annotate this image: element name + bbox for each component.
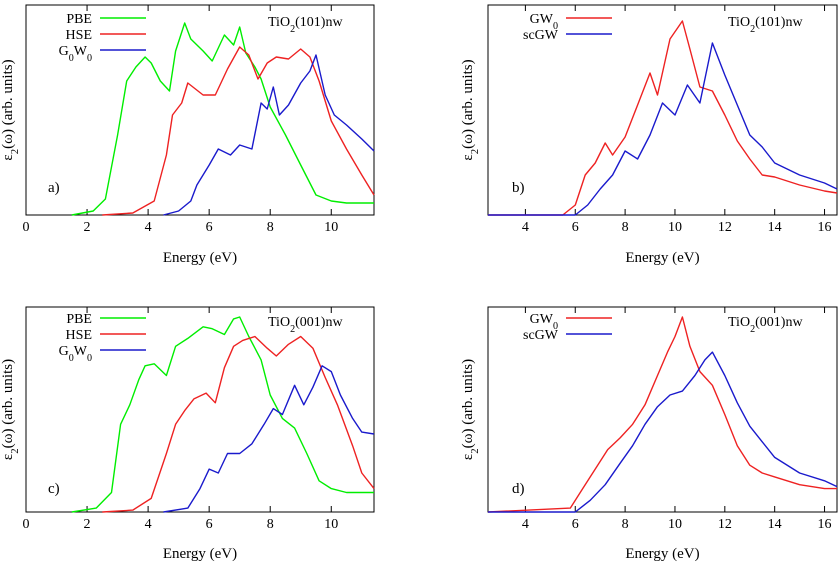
x-tick-label: 8 [622,517,629,532]
x-tick-label: 0 [23,517,30,532]
panel-label: c) [48,481,60,497]
x-tick-label: 10 [324,517,338,532]
y-axis-label: ε2(ω) (arb. units) [0,359,21,460]
x-tick-label: 4 [145,220,152,235]
panel-b: 4 6 8 10 12 14 16 Energy (eV) ε2(ω) (arb. units)… [460,4,838,266]
x-tick-label: 6 [206,517,213,532]
legend-label-gw0: GW0 [530,312,558,332]
x-tick-label: 8 [267,517,274,532]
series-line-g0w0 [163,54,375,216]
plot-frame [25,306,375,513]
plot-frame [25,4,375,216]
legend-label-hse: HSE [66,328,92,343]
x-tick-label: 16 [818,220,832,235]
series-line-scgw [488,42,838,216]
y-axis-label: ε2(ω) (arb. units) [0,59,21,160]
panel-a: 0 2 4 6 8 10 Energy (eV) ε2(ω) (arb. units) PBEH… [0,4,375,266]
x-tick-label: 0 [23,220,30,235]
legend-label-g0w0: G0W0 [59,44,92,64]
x-tick-label: 10 [668,517,682,532]
x-tick-label: 12 [718,517,732,532]
x-tick-label: 4 [522,220,529,235]
x-axis-label: Energy (eV) [163,546,237,562]
series-line-g0w0 [163,365,375,513]
y-axis-label: ε2(ω) (arb. units) [460,59,481,160]
plot-frame [487,4,838,216]
x-tick-label: 14 [768,220,782,235]
series-line-pbe [71,316,374,513]
material-annotation: TiO2(101)nw [728,15,803,35]
x-tick-label: 10 [668,220,682,235]
x-tick-label: 8 [622,220,629,235]
x-tick-label: 4 [522,517,529,532]
x-tick-label: 6 [572,220,579,235]
x-tick-label: 10 [324,220,338,235]
x-axis-label: Energy (eV) [163,250,237,266]
x-tick-label: 14 [768,517,782,532]
x-tick-label: 12 [718,220,732,235]
panel-label: b) [512,180,525,196]
panel-d: 4 6 8 10 12 14 16 Energy (eV) ε2(ω) (arb. units)… [460,306,838,562]
series-line-pbe [71,22,374,216]
x-tick-label: 2 [84,517,91,532]
legend-label-scgw: scGW [523,328,559,343]
material-annotation: TiO2(001)nw [728,315,803,335]
series-line-hse [102,335,375,513]
x-axis-label: Energy (eV) [625,546,699,562]
material-annotation: TiO2(101)nw [268,15,343,35]
series-line-gw0 [487,316,837,513]
series-line-scgw [488,351,838,513]
series-line-hse [102,46,375,216]
x-axis-label: Energy (eV) [625,250,699,266]
y-axis-label: ε2(ω) (arb. units) [460,359,481,460]
x-tick-label: 4 [145,517,152,532]
x-tick-label: 8 [267,220,274,235]
x-tick-label: 2 [84,220,91,235]
material-annotation: TiO2(001)nw [268,315,343,335]
legend-label-pbe: PBE [66,312,92,327]
legend-label-pbe: PBE [66,12,92,27]
x-tick-label: 6 [572,517,579,532]
legend-label-scgw: scGW [523,28,559,43]
legend-label-hse: HSE [66,28,92,43]
panel-label: a) [48,180,60,196]
panel-c: 0 2 4 6 8 10 Energy (eV) ε2(ω) (arb. units) PBEH… [0,306,375,562]
panel-label: d) [512,481,525,497]
x-tick-label: 6 [206,220,213,235]
legend-label-g0w0: G0W0 [59,344,92,364]
plot-frame [487,306,838,513]
x-tick-label: 16 [818,517,832,532]
series-line-gw0 [488,20,838,216]
legend-label-gw0: GW0 [530,12,558,32]
